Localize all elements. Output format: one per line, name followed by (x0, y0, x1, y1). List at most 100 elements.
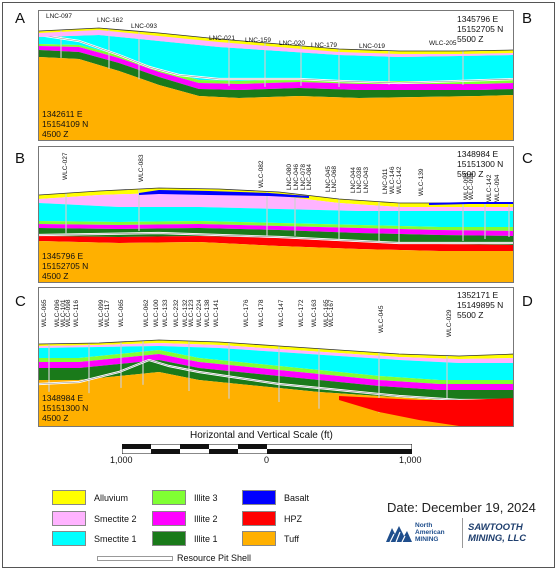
well-label: WLC-172 (298, 299, 305, 327)
well-label: WLC-138 (204, 299, 211, 327)
legend-swatch (152, 511, 186, 526)
well-label: LNC-080 (286, 163, 293, 190)
end-coordinate: 1345796 E 15152705 N 5500 Z (457, 14, 504, 44)
section-start-letter: A (15, 10, 26, 27)
well-label: WLC-094 (494, 174, 501, 202)
legend-swatch (152, 490, 186, 505)
illite3-layer (39, 221, 513, 231)
well-label: LNC-084 (306, 163, 313, 190)
legend-item-smectite-2: Smectite 2 (52, 511, 137, 526)
cross-section-panel: 1345796 E 15152705 N 4500 Z 1348984 E 15… (38, 146, 514, 283)
alluvium-layer (39, 28, 513, 57)
legend-swatch (242, 511, 276, 526)
well-label: LNC-162 (97, 17, 124, 24)
smectite2-layer (39, 193, 513, 211)
legend-label: Smectite 2 (94, 513, 137, 524)
well-label: LNC-020 (279, 40, 306, 47)
legend-label: Alluvium (94, 492, 129, 503)
pit-shell-outline-edge (39, 359, 513, 401)
well-label: WLC-117 (104, 300, 111, 327)
illite2-layer (39, 224, 513, 236)
well-label: WLC-098 (65, 299, 72, 327)
well-label: LNC-019 (359, 43, 386, 50)
well-label: WLC-205 (429, 40, 457, 47)
pit-shell-outline-edge (39, 34, 513, 84)
well-label: WLC-029 (446, 309, 453, 337)
well-label: WLC-141 (213, 299, 220, 327)
pit-shell-swatch (97, 555, 173, 561)
smectite2-layer (39, 30, 513, 57)
north-american-mining-logo: North American MINING (386, 522, 445, 543)
well-label: WLC-083 (138, 154, 145, 182)
well-label: WLC-133 (162, 299, 169, 327)
scale-tick-left: 1,000 (110, 455, 133, 465)
well-label: WLC-163 (311, 299, 318, 327)
basalt-layer (429, 202, 513, 205)
smectite1-layer (39, 203, 513, 227)
well-label: LNC-093 (131, 23, 158, 30)
legend-swatch (242, 490, 276, 505)
well-label: LNC-097 (46, 13, 73, 20)
scale-tick-zero: 0 (264, 455, 270, 465)
hpz-layer (39, 236, 513, 251)
section-end-letter: B (522, 10, 533, 27)
legend-label: Tuff (284, 533, 300, 544)
well-label: LNC-043 (363, 166, 370, 193)
well-label: WLC-167 (328, 299, 335, 327)
smectite2-layer (39, 343, 513, 363)
scale-tick-right: 1,000 (399, 455, 422, 465)
illite1-layer (39, 360, 513, 400)
legend-item-tuff: Tuff (242, 531, 299, 546)
legend-item-pit-shell: Resource Pit Shell (97, 553, 251, 563)
well-label: WLC-062 (143, 299, 150, 327)
logo-divider (462, 518, 463, 548)
tuff-layer (39, 57, 513, 140)
well-label: WLC-139 (418, 168, 425, 196)
start-coordinate: 1348984 E 15151300 N 4500 Z (42, 393, 89, 423)
legend-label: Basalt (284, 492, 310, 503)
well-label: WLC-027 (62, 152, 69, 180)
section-start-letter: C (15, 293, 26, 310)
illite2-layer (39, 46, 513, 90)
cross-section-layers (39, 27, 513, 140)
illite1-layer (39, 50, 513, 98)
legend-item-smectite-1: Smectite 1 (52, 531, 137, 546)
well-label: WLC-045 (378, 305, 385, 333)
pit-shell-outline-edge (39, 232, 513, 244)
legend-item-illite-3: Illite 3 (152, 490, 218, 505)
well-label: WLC-065 (118, 299, 125, 327)
well-label: WLC-091 (468, 172, 475, 200)
north-american-mining-text: North American MINING (415, 522, 445, 543)
cross-section-panel: 1342611 E 15154109 N 4500 Z 1345796 E 15… (38, 10, 514, 141)
alluvium-layer (39, 340, 513, 359)
illite3-layer (39, 44, 513, 84)
mountain-icon (386, 525, 412, 542)
end-coordinate: 1348984 E 15151300 N 5500 Z (457, 149, 504, 179)
well-label: LNC-068 (331, 165, 338, 192)
section-start-letter: B (15, 150, 26, 167)
legend-label: Illite 1 (194, 533, 218, 544)
well-label: WLC-146 (389, 166, 396, 194)
well-label: WLC-176 (243, 299, 250, 327)
scale-title: Horizontal and Vertical Scale (ft) (190, 430, 333, 441)
illite2-layer (39, 354, 513, 390)
cross-section-layers (39, 339, 513, 426)
well-label: LNC-038 (356, 166, 363, 193)
legend-item-illite-2: Illite 2 (152, 511, 218, 526)
well-label: LNC-011 (382, 168, 389, 194)
smectite1-layer (39, 346, 513, 380)
well-label: WLC-116 (73, 300, 80, 327)
figure-frame (2, 2, 555, 568)
well-label: LNC-046 (293, 163, 300, 190)
well-label: WLC-142 (486, 174, 493, 202)
legend-label: HPZ (284, 513, 302, 524)
topography-line (39, 339, 513, 357)
section-end-letter: D (522, 293, 533, 310)
cross-section-panel: 1348984 E 15151300 N 4500 Z 1352171 E 15… (38, 287, 514, 427)
topography-line (39, 27, 513, 52)
well-label: WLC-232 (173, 299, 180, 327)
well-label: WLC-178 (258, 299, 265, 327)
basalt-layer (139, 190, 309, 198)
well-label: WLC-100 (153, 299, 160, 327)
legend-swatch (52, 531, 86, 546)
